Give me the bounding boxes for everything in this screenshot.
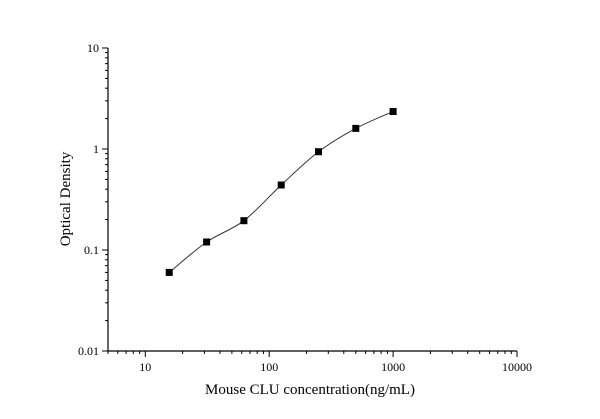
x-tick-label: 100 — [260, 360, 278, 374]
plot-frame — [107, 48, 517, 352]
fit-curve — [168, 111, 394, 273]
data-point — [165, 268, 173, 276]
data-point — [389, 108, 397, 116]
x-tick-label: 1000 — [381, 360, 405, 374]
data-point — [277, 181, 285, 189]
y-tick-label: 1 — [93, 142, 99, 156]
x-axis-ticks: 10 100 1000 10000 — [107, 351, 532, 374]
y-tick-label: 0.1 — [84, 243, 99, 257]
data-point — [352, 124, 360, 132]
x-axis-title: Mouse CLU concentration(ng/mL) — [205, 382, 415, 398]
data-point — [315, 148, 323, 156]
x-tick-label: 10 — [139, 360, 151, 374]
y-tick-label: 10 — [87, 41, 99, 55]
x-tick-label: 10000 — [502, 360, 532, 374]
y-tick-label: 0.01 — [78, 344, 99, 358]
y-axis-title: Optical Density — [58, 151, 74, 246]
y-axis-ticks: 0.01 0.1 1 10 — [78, 41, 108, 358]
data-point — [203, 238, 211, 246]
data-point — [240, 217, 248, 225]
data-points — [165, 108, 397, 276]
